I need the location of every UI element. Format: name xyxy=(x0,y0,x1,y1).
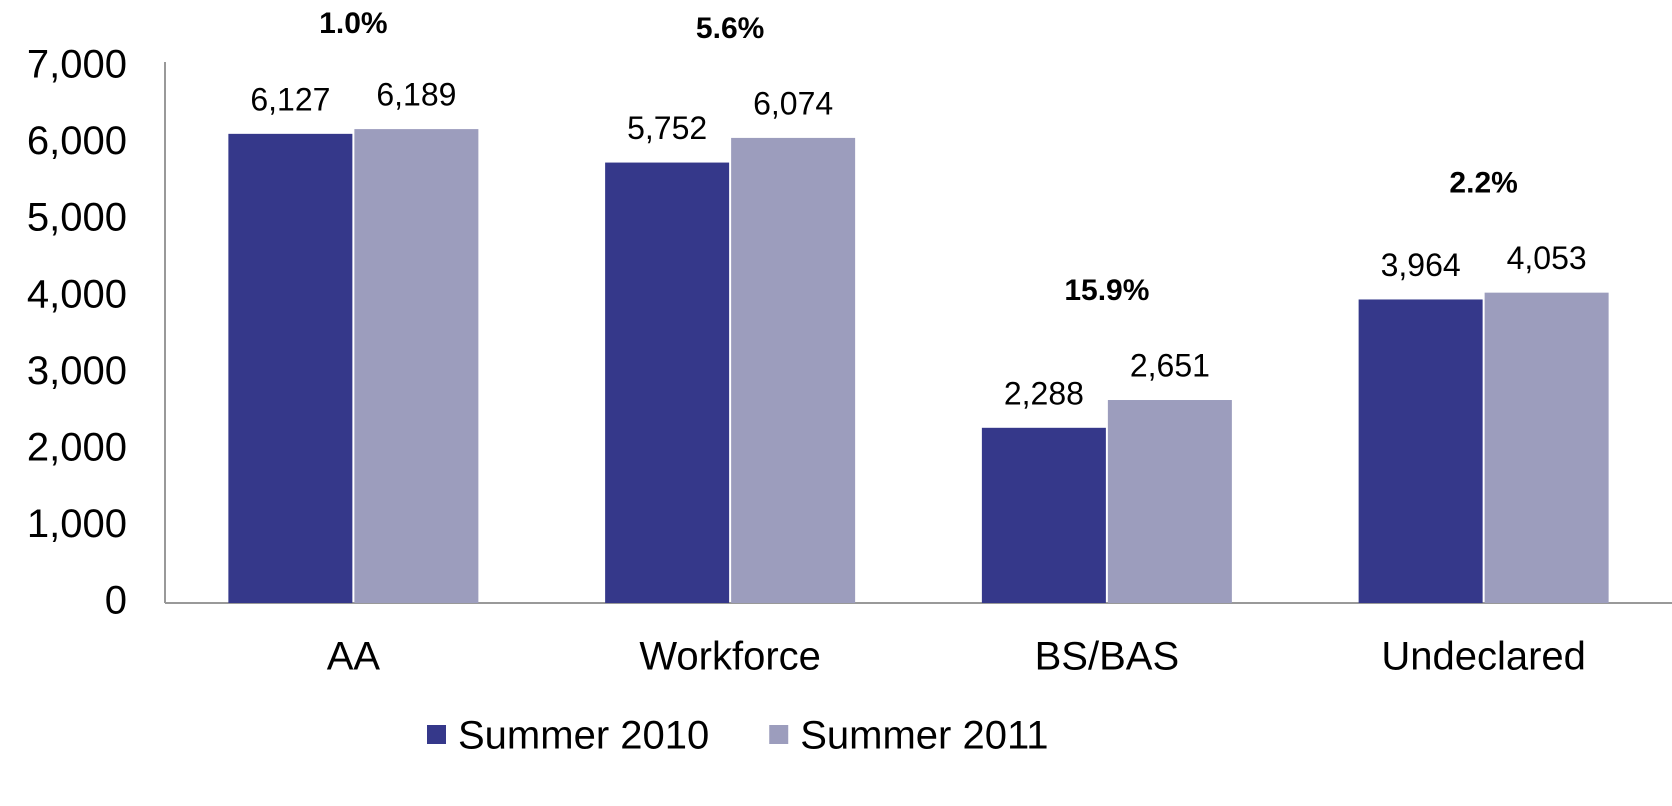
value-label: 3,964 xyxy=(1381,247,1461,283)
x-tick-label: AA xyxy=(327,635,381,679)
x-tick-label: BS/BAS xyxy=(1035,635,1180,679)
annotation: 15.9% xyxy=(1064,274,1149,307)
value-label: 6,189 xyxy=(376,77,456,113)
bar xyxy=(354,129,479,603)
y-tick-label: 7,000 xyxy=(27,43,127,87)
value-label: 6,074 xyxy=(753,85,833,121)
y-tick-label: 0 xyxy=(105,579,127,623)
value-label: 2,651 xyxy=(1130,347,1210,383)
bar xyxy=(605,162,730,603)
y-tick-label: 1,000 xyxy=(27,502,127,546)
bar xyxy=(228,133,353,603)
y-tick-label: 2,000 xyxy=(27,425,127,469)
legend-label: Summer 2010 xyxy=(458,714,709,758)
bar xyxy=(1358,299,1483,603)
bar xyxy=(1484,292,1609,603)
bar xyxy=(731,137,856,603)
value-label: 5,752 xyxy=(627,110,707,146)
y-tick-label: 5,000 xyxy=(27,196,127,240)
legend-label: Summer 2011 xyxy=(800,714,1048,758)
legend-swatch xyxy=(427,725,446,744)
y-tick-label: 4,000 xyxy=(27,272,127,316)
annotation: 2.2% xyxy=(1449,167,1517,200)
bar xyxy=(1107,400,1232,603)
y-tick-label: 3,000 xyxy=(27,349,127,393)
value-label: 4,053 xyxy=(1507,240,1587,276)
value-label: 2,288 xyxy=(1004,375,1084,411)
legend-swatch xyxy=(769,725,789,744)
bar xyxy=(981,427,1106,603)
x-tick-label: Undeclared xyxy=(1381,635,1586,679)
y-tick-label: 6,000 xyxy=(27,119,127,163)
annotation: 5.6% xyxy=(696,12,764,45)
value-label: 6,127 xyxy=(250,81,330,117)
x-tick-label: Workforce xyxy=(639,635,821,679)
annotation: 1.0% xyxy=(319,7,387,40)
